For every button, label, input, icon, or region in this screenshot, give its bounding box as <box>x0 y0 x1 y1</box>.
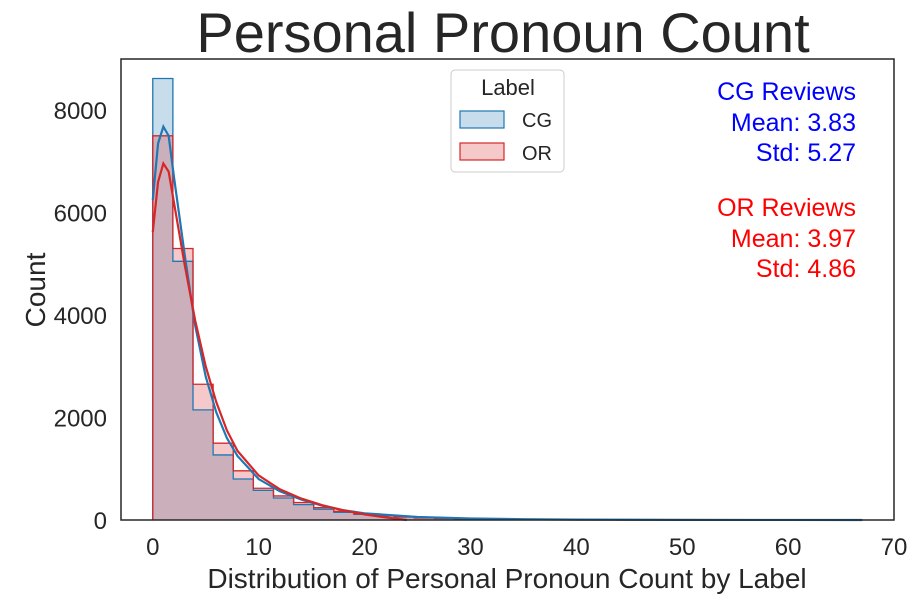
hist-bar <box>394 516 415 520</box>
hist-bar <box>333 511 354 520</box>
hist-bar <box>313 507 334 520</box>
y-tick-label: 0 <box>94 508 107 535</box>
legend-box <box>450 69 565 173</box>
or-annotation-line: OR Reviews <box>717 194 856 222</box>
hist-bar <box>193 409 214 520</box>
plot-frame <box>120 58 895 521</box>
y-tick-label: 4000 <box>54 303 107 330</box>
legend-entry-or: OR <box>522 143 552 165</box>
series-cg-bars <box>152 78 857 520</box>
hist-bar <box>193 384 214 520</box>
hist-bar <box>293 504 314 520</box>
hist-bar <box>313 509 334 520</box>
hist-bar <box>152 135 173 521</box>
series-cg-kde-line <box>151 123 863 522</box>
hist-bar <box>253 488 274 520</box>
or-stats-annotation: OR Reviews Mean: 3.97 Std: 4.86 <box>717 194 856 283</box>
hist-bar <box>233 470 254 520</box>
legend-swatch-or <box>459 142 505 161</box>
plot-area <box>151 77 863 522</box>
x-tick-label: 50 <box>669 534 696 561</box>
x-axis-ticks: 0 10 20 30 40 50 60 70 <box>146 534 907 561</box>
cg-annotation-line: Std: 5.27 <box>756 139 856 167</box>
y-axis-ticks: 0 2000 4000 6000 8000 <box>54 98 107 535</box>
hist-bar <box>414 517 435 520</box>
hist-bar <box>213 454 234 520</box>
y-tick-label: 2000 <box>54 406 107 433</box>
hist-bar <box>172 261 194 520</box>
hist-bar <box>353 514 375 520</box>
or-annotation-line: Std: 4.86 <box>756 255 856 283</box>
cg-stats-annotation: CG Reviews Mean: 3.83 Std: 5.27 <box>717 78 856 167</box>
hist-bar <box>273 497 294 520</box>
x-tick-label: 60 <box>775 534 802 561</box>
cg-annotation-line: CG Reviews <box>717 78 856 106</box>
hist-bar <box>293 502 314 520</box>
hist-bar <box>253 490 274 520</box>
y-tick-label: 8000 <box>54 98 107 125</box>
hist-bar <box>172 248 194 520</box>
legend-swatch-cg <box>459 110 505 129</box>
or-annotation-line: Mean: 3.97 <box>731 225 856 253</box>
y-axis-label: Count <box>20 252 51 327</box>
y-tick-label: 6000 <box>54 201 107 228</box>
series-or-kde-line <box>151 160 408 522</box>
legend-title: Label <box>481 75 535 100</box>
hist-bar <box>333 512 354 520</box>
x-tick-label: 0 <box>146 534 159 561</box>
x-tick-label: 10 <box>245 534 272 561</box>
x-tick-label: 70 <box>881 534 908 561</box>
series-or-bars <box>152 135 696 521</box>
hist-bar <box>213 443 234 520</box>
x-tick-label: 30 <box>457 534 484 561</box>
hist-bar <box>414 517 435 520</box>
hist-bar <box>233 479 254 520</box>
x-tick-label: 40 <box>563 534 590 561</box>
chart-title: Personal Pronoun Count <box>196 1 810 64</box>
x-axis-label: Distribution of Personal Pronoun Count b… <box>207 563 806 594</box>
hist-bar <box>434 518 455 520</box>
legend: Label CG OR <box>450 69 565 173</box>
legend-entry-cg: CG <box>522 110 552 132</box>
x-tick-label: 20 <box>351 534 378 561</box>
hist-bar <box>273 495 294 520</box>
hist-bar <box>353 513 375 520</box>
cg-annotation-line: Mean: 3.83 <box>731 109 856 137</box>
hist-bar <box>394 516 415 520</box>
